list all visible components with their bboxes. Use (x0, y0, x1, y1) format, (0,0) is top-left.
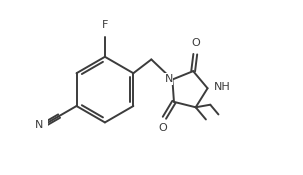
Text: F: F (102, 20, 108, 30)
Text: N: N (35, 120, 44, 130)
Text: O: O (158, 123, 167, 133)
Text: NH: NH (214, 82, 231, 92)
Text: O: O (191, 38, 200, 48)
Text: N: N (165, 74, 173, 84)
